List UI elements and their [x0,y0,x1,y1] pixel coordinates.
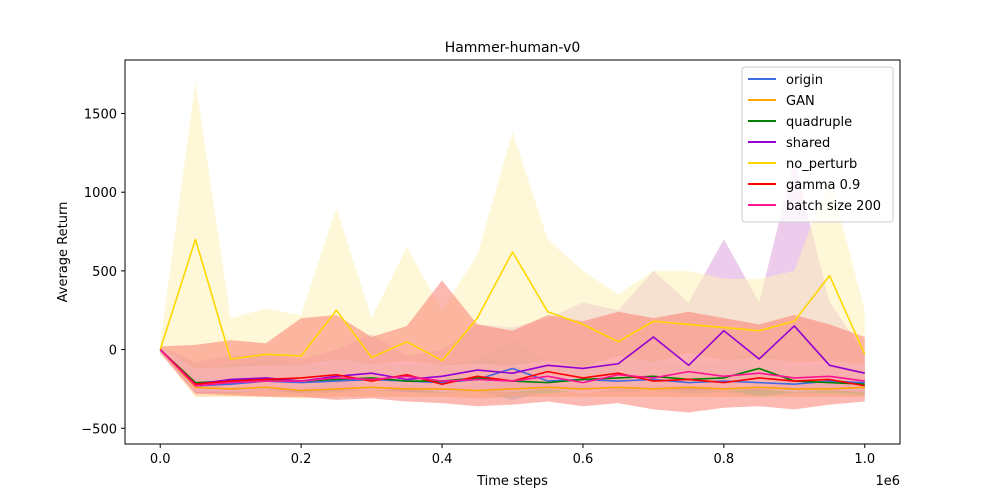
x-axis-ticks: 0.0 0.2 0.4 0.6 0.8 1.0 [150,444,875,467]
x-axis-label: Time steps [476,474,548,489]
y-tick-label: −500 [81,422,117,437]
x-axis-offset-label: 1e6 [875,474,900,489]
x-tick-label: 0.0 [150,452,171,467]
y-axis-label: Average Return [56,202,71,303]
legend-label-origin: origin [786,73,823,88]
legend-label-no-perturb: no_perturb [786,157,857,172]
legend-label-batch-size-200: batch size 200 [786,199,881,214]
legend-label-gamma-0-9: gamma 0.9 [786,178,860,193]
legend-label-gan: GAN [786,94,815,109]
legend-box [741,66,894,223]
series-lines [159,238,866,392]
x-tick-label: 1.0 [854,452,875,467]
x-tick-label: 0.2 [291,452,312,467]
y-tick-label: 0 [109,344,117,359]
legend: origin GAN quadruple shared no_perturbgamma … [741,66,894,223]
plot-frame [124,59,901,445]
y-axis-ticks: −500 0 500 1000 1500 [81,108,125,437]
x-tick-label: 0.6 [573,452,594,467]
confidence-bands [160,82,865,413]
legend-label-shared: shared [786,136,830,151]
x-tick-label: 0.4 [432,452,453,467]
y-tick-label: 500 [92,265,117,280]
line-no-perturb [159,238,866,362]
chart-title: Hammer-human-v0 [445,40,581,56]
y-tick-label: 1000 [84,186,117,201]
legend-label-quadruple: quadruple [786,115,852,130]
y-tick-label: 1500 [84,108,117,123]
line-batch-size-200 [159,349,865,387]
line-gan [159,349,865,392]
x-tick-label: 0.8 [714,452,735,467]
